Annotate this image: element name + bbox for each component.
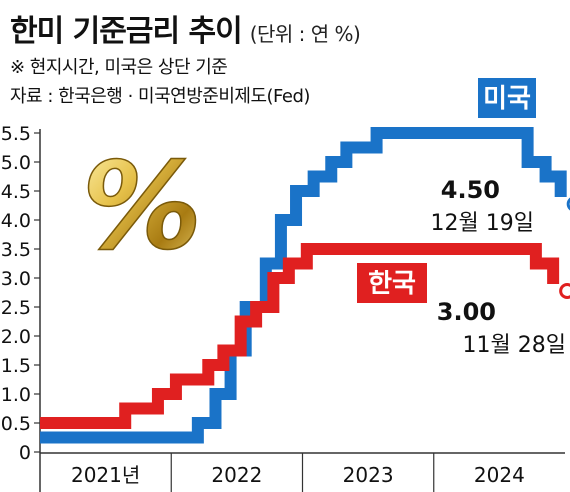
y-tick-label: 1.0 — [1, 384, 31, 406]
unit-label: (단위 : 연 %) — [249, 22, 361, 46]
korea-end-marker — [559, 283, 570, 299]
x-tick-label: 2021년 — [71, 463, 140, 487]
y-tick-label: 0.5 — [1, 413, 31, 435]
x-tick-label: 2023 — [343, 463, 394, 487]
y-tick-label: 5.0 — [1, 152, 31, 174]
us-end-value: 4.50 — [441, 176, 500, 204]
chart-header: 한미 기준금리 추이 (단위 : 연 %) ※ 현지시간, 미국은 상단 기준 … — [10, 6, 565, 108]
us-legend-box — [478, 78, 536, 118]
y-tick-label: 4.0 — [1, 210, 31, 232]
y-tick-label: 1.5 — [1, 355, 31, 377]
series-lines — [40, 127, 567, 444]
us-rate-line — [40, 127, 567, 444]
korea-end-date: 11월 28일 — [463, 333, 566, 358]
us-end-date: 12월 19일 — [431, 211, 534, 236]
y-tick-label: 5.5 — [1, 123, 31, 145]
y-tick-label: 4.5 — [1, 181, 31, 203]
chart-title: 한미 기준금리 추이 — [10, 14, 243, 49]
korea-legend-label: 한국 — [368, 269, 416, 299]
korea-end-value: 3.00 — [437, 298, 496, 326]
us-legend-label: 미국 — [483, 84, 531, 114]
y-tick-label: 2.5 — [1, 297, 31, 319]
y-tick-label: 3.0 — [1, 268, 31, 290]
title-line: 한미 기준금리 추이 (단위 : 연 %) — [10, 6, 565, 50]
y-tick-label: 0 — [19, 442, 31, 464]
series-labels: 4.50 12월 19일 미국 3.00 11월 28일 한국 — [357, 78, 570, 358]
x-tick-label: 2022 — [211, 463, 262, 487]
time-note: ※ 현지시간, 미국은 상단 기준 — [10, 57, 228, 78]
x-tick-label: 2024 — [474, 463, 525, 487]
korea-legend-box — [357, 263, 427, 303]
y-tick-label: 3.5 — [1, 239, 31, 261]
y-tick-label: 2.0 — [1, 326, 31, 348]
gold-percent-icon: % — [82, 138, 202, 277]
korea-rate-line — [40, 243, 560, 429]
source-note: 자료 : 한국은행 · 미국연방준비제도(Fed) — [10, 86, 310, 107]
